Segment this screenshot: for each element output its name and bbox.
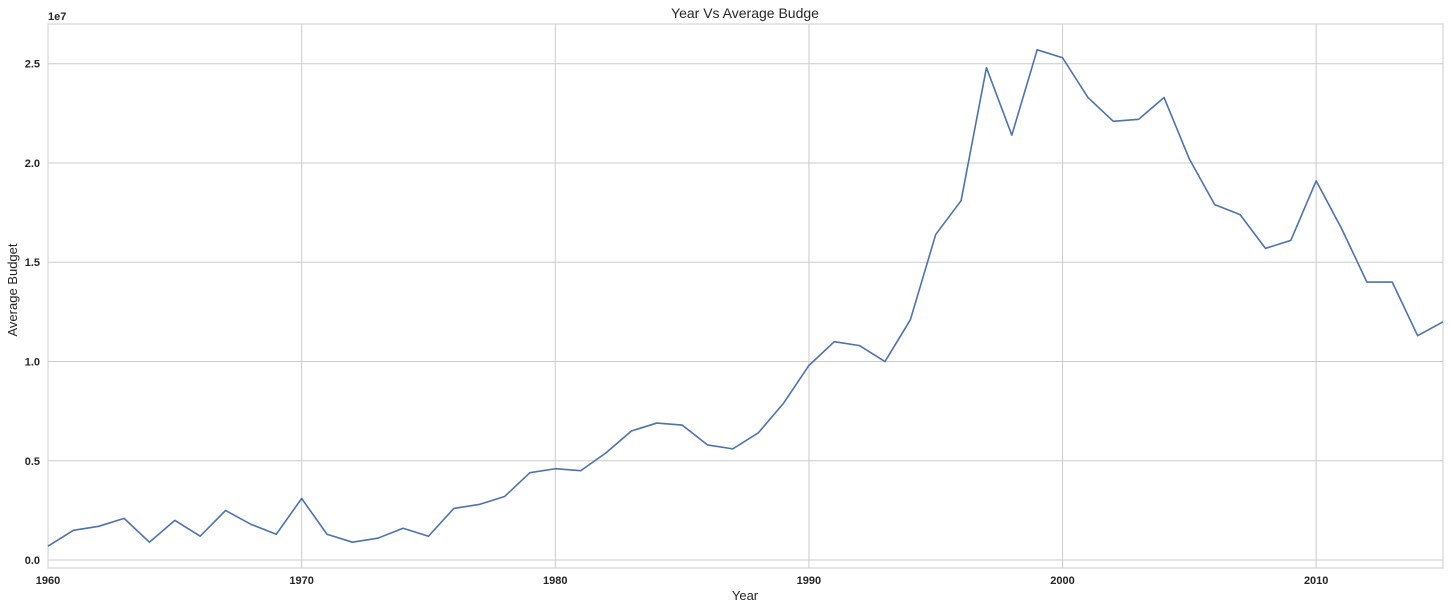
y-tick-label-2: 1.0 bbox=[25, 357, 40, 369]
y-tick-label-0: 0.0 bbox=[25, 555, 40, 567]
x-axis-label: Year bbox=[732, 588, 759, 603]
x-tick-label-2000: 2000 bbox=[1050, 575, 1074, 587]
series bbox=[47, 49, 1444, 547]
y-tick-label-1: 0.5 bbox=[25, 456, 40, 468]
x-tick-label-2010: 2010 bbox=[1304, 575, 1328, 587]
y-tick-label-4: 2.0 bbox=[25, 158, 40, 170]
x-tick-label-1970: 1970 bbox=[289, 575, 313, 587]
x-tick-label-1960: 1960 bbox=[36, 575, 60, 587]
x-tick-label-1990: 1990 bbox=[797, 575, 821, 587]
x-tick-label-1980: 1980 bbox=[543, 575, 567, 587]
y-offset-label: 1e7 bbox=[48, 11, 66, 23]
y-tick-label-3: 1.5 bbox=[25, 257, 40, 269]
chart-title: Year Vs Average Budge bbox=[671, 5, 819, 21]
y-axis-ticks: 0.0 0.5 1.0 1.5 2.0 2.5 bbox=[25, 59, 40, 567]
series-line bbox=[47, 49, 1444, 547]
x-axis-ticks: 1960 1970 1980 1990 2000 2010 bbox=[36, 575, 1329, 587]
plot-frame bbox=[47, 23, 1444, 569]
y-axis-label: Average Budget bbox=[5, 243, 20, 336]
grid bbox=[47, 24, 1443, 568]
y-tick-label-5: 2.5 bbox=[25, 59, 40, 71]
